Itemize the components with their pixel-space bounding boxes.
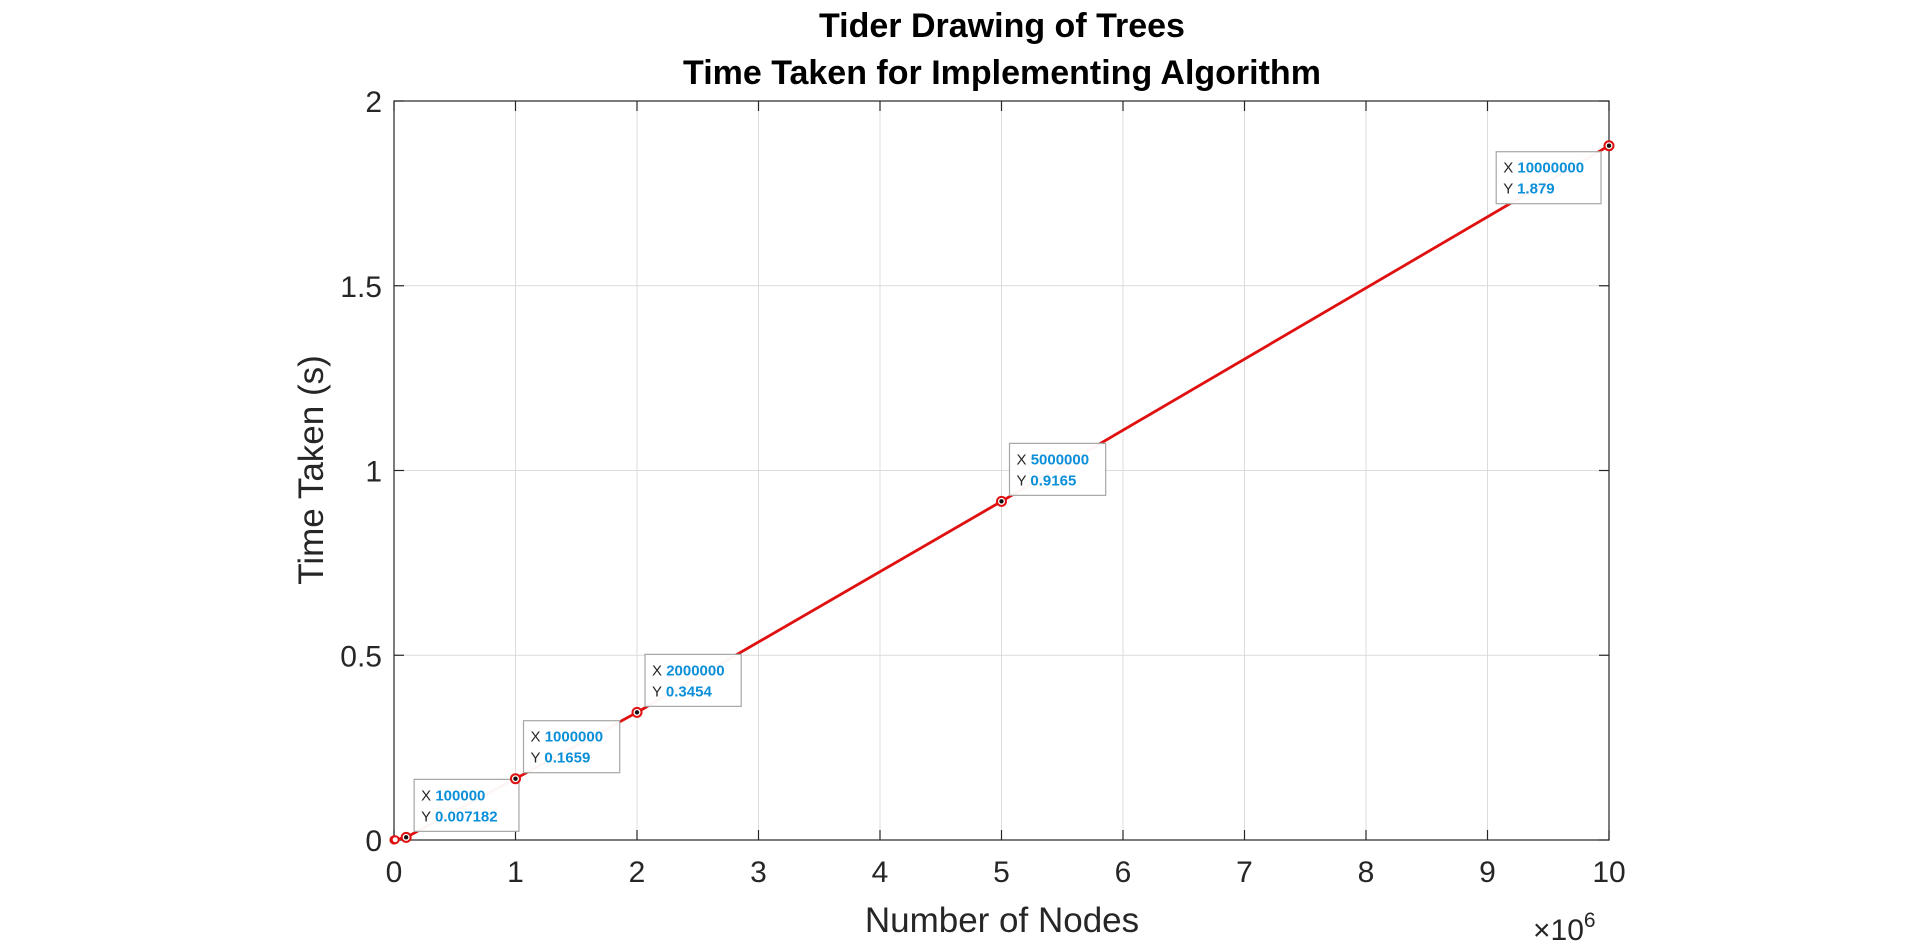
datatip-y-value: 0.007182 bbox=[435, 808, 498, 825]
datatip-marker-dot bbox=[513, 776, 518, 781]
datatip-y-key: Y bbox=[531, 750, 545, 767]
chart-title-line-1: Tider Drawing of Trees bbox=[819, 7, 1185, 45]
datatip-x-value: 2000000 bbox=[666, 662, 724, 679]
x-axis-label: Number of Nodes bbox=[865, 901, 1139, 940]
datatip-x-key: X bbox=[531, 729, 545, 746]
datatip-x-row: X 2000000 bbox=[652, 662, 725, 679]
datatip-y-row: Y 1.879 bbox=[1503, 181, 1554, 198]
datatip-x-value: 10000000 bbox=[1517, 160, 1584, 177]
datatip-y-value: 0.9165 bbox=[1030, 472, 1076, 489]
datatip-marker-dot bbox=[634, 710, 640, 715]
x-tick-label: 6 bbox=[1115, 856, 1132, 889]
datatip-y-row: Y 0.9165 bbox=[1017, 472, 1077, 489]
datatip-marker-dot bbox=[403, 835, 409, 840]
y-tick-labels: 0 0.5 1 1.5 2 bbox=[340, 86, 382, 858]
datatip-y-key: Y bbox=[421, 808, 435, 825]
datatip-x-value: 1000000 bbox=[545, 729, 603, 746]
x-tick-label: 2 bbox=[629, 856, 646, 889]
datatip-box bbox=[1008, 442, 1107, 496]
datatip-box bbox=[522, 720, 621, 774]
y-tick-label: 0.5 bbox=[340, 640, 382, 673]
datatip-y-row: Y 0.007182 bbox=[421, 808, 497, 825]
y-tick-label: 2 bbox=[365, 86, 382, 119]
datatip-y-key: Y bbox=[1503, 181, 1517, 198]
datatip-y-value: 0.1659 bbox=[544, 750, 590, 767]
axes-box bbox=[393, 100, 1610, 841]
x-tick-label: 5 bbox=[993, 856, 1010, 889]
datatip-x-row: X 10000000 bbox=[1503, 160, 1584, 177]
x-tick-label: 9 bbox=[1479, 856, 1496, 889]
y-tick-label: 1.5 bbox=[340, 271, 382, 304]
y-axis-label: Time Taken (s) bbox=[292, 355, 331, 585]
datatip-x-value: 5000000 bbox=[1031, 451, 1089, 468]
datatip-y-row: Y 0.1659 bbox=[531, 750, 591, 767]
x-axis-exponent-power: 6 bbox=[1584, 909, 1596, 932]
datatip-y-value: 0.3454 bbox=[666, 683, 713, 700]
x-tick-label: 8 bbox=[1358, 856, 1375, 889]
datatip-x-value: 100000 bbox=[435, 787, 485, 804]
data-point[interactable] bbox=[390, 835, 400, 845]
datatip-y-row: Y 0.3454 bbox=[652, 683, 712, 700]
x-tick-label: 1 bbox=[507, 856, 524, 889]
x-tick-label: 0 bbox=[386, 856, 403, 889]
datatip-x-key: X bbox=[652, 662, 666, 679]
datatip-box bbox=[644, 653, 742, 707]
y-tick-label: 1 bbox=[365, 456, 382, 489]
datatip-y-key: Y bbox=[652, 683, 666, 700]
datatip-y-value: 1.879 bbox=[1517, 181, 1555, 198]
datatip-marker-dot bbox=[1606, 143, 1612, 148]
x-tick-label: 7 bbox=[1236, 856, 1253, 889]
x-tick-labels: 0 1 2 3 4 5 6 7 8 9 10 bbox=[386, 856, 1626, 889]
chart-title-line-2: Time Taken for Implementing Algorithm bbox=[683, 54, 1321, 92]
datatip-x-key: X bbox=[1503, 160, 1517, 177]
datatip-x-row: X 5000000 bbox=[1017, 451, 1090, 468]
x-axis-exponent-base: ×10 bbox=[1533, 914, 1584, 947]
datatip-box bbox=[1495, 151, 1602, 205]
datatip-y-key: Y bbox=[1017, 472, 1031, 489]
datatip-x-key: X bbox=[1017, 451, 1031, 468]
datatip-x-key: X bbox=[421, 787, 435, 804]
x-tick-label: 4 bbox=[872, 856, 889, 889]
x-tick-label: 10 bbox=[1592, 856, 1625, 889]
datatip-marker-dot bbox=[999, 499, 1004, 504]
datatip-x-row: X 100000 bbox=[421, 787, 485, 804]
datatip-x-row: X 1000000 bbox=[531, 729, 604, 746]
x-axis-exponent: ×106 bbox=[1533, 909, 1596, 947]
y-tick-label: 0 bbox=[365, 825, 382, 858]
x-tick-label: 3 bbox=[750, 856, 767, 889]
datatip-box bbox=[413, 778, 520, 832]
